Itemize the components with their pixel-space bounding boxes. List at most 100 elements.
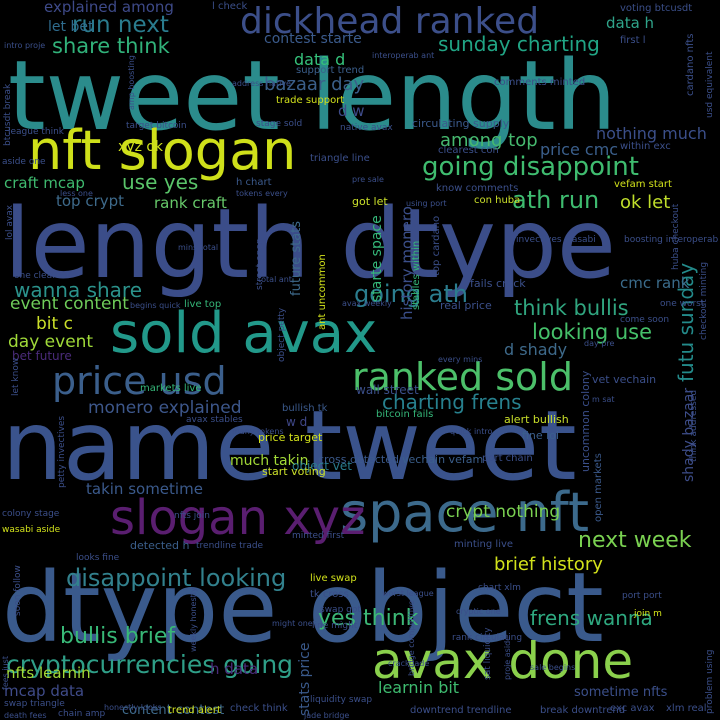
word: let know [11, 357, 21, 396]
word: tweet length [8, 40, 617, 152]
word: mcap data [4, 682, 85, 700]
word: ant uncommon [317, 254, 328, 330]
word: vechain vefam [402, 453, 484, 466]
word: quick intro [450, 427, 493, 436]
word: ath run [512, 186, 600, 214]
word: bridge competitive [407, 600, 416, 676]
word: takin sometime [86, 480, 203, 498]
word: xyz ok [118, 139, 164, 155]
word: rank circulating [452, 633, 523, 643]
word: event content [10, 294, 129, 314]
word: d w [338, 102, 365, 120]
word: stage sold [256, 119, 303, 129]
word: sat liquidity [483, 627, 493, 680]
word: using port [406, 199, 447, 208]
word: avax done [372, 632, 634, 690]
word: bitcoin fails [376, 409, 434, 420]
word: data h [606, 14, 655, 32]
word: trendline trade [196, 541, 264, 551]
word: proje aside [503, 635, 512, 680]
word: exc avax [610, 703, 655, 714]
word: ranked sold [352, 355, 573, 399]
word: day event [8, 332, 94, 352]
word: worst league [382, 589, 434, 598]
word: pre sale [352, 175, 384, 184]
word: less one [60, 189, 93, 198]
word: h data [210, 660, 259, 678]
word: nfts learnin [6, 664, 91, 682]
word: l check [212, 1, 248, 12]
word: port port [622, 591, 662, 601]
word: cryptocurrencies going [6, 650, 294, 679]
word: within exc [620, 141, 671, 152]
word: check think [230, 703, 288, 714]
word: uncommon colony [579, 370, 592, 472]
word: lol avax [5, 204, 15, 240]
word: think addressed [689, 389, 699, 462]
word: nft slogan [28, 119, 297, 182]
word: going ath [354, 280, 468, 308]
word: cardano nfts [685, 33, 696, 97]
word: stables within [411, 240, 422, 310]
word: start voting [262, 465, 326, 478]
word: wall street [356, 383, 419, 397]
word: jade bridge [304, 711, 350, 720]
word: explained among [44, 0, 174, 16]
word: problem using [705, 649, 715, 714]
word: use yes [122, 170, 199, 194]
word: one worst [660, 299, 705, 309]
word: bit c [36, 314, 73, 334]
word: cmc rank [620, 274, 690, 292]
word: sale begins [530, 663, 576, 672]
word: slogan xyz [110, 490, 366, 546]
word: interoperab ant [372, 51, 435, 60]
word: triangle line [310, 153, 370, 164]
word: bullis brief [60, 624, 176, 649]
word: circulating supply [412, 117, 510, 130]
word: target bitcoin [126, 121, 187, 131]
word: vet vechain [592, 373, 657, 386]
word: day pre [584, 339, 615, 348]
word: disappoint looking [66, 564, 287, 592]
word: league think [8, 127, 65, 137]
word: wasabi aside [2, 525, 61, 535]
word: voting btcusdt [620, 3, 693, 14]
word: let bet [48, 19, 94, 35]
word: open markets [593, 453, 604, 522]
word: every mins [438, 355, 483, 364]
word: price target [258, 431, 323, 444]
word: line might [312, 621, 358, 631]
word: know comments [436, 183, 519, 194]
word: crypt nothing [446, 502, 561, 522]
word: think bullis [514, 296, 629, 320]
word: object petty [277, 307, 287, 362]
word: next week [578, 528, 692, 553]
word: aside one [2, 157, 46, 167]
word: trend alert [168, 705, 221, 716]
word: live top [184, 299, 222, 310]
word: btcusdt break [3, 83, 13, 146]
word: got let [352, 195, 388, 208]
word: content contest [122, 703, 225, 718]
word: fine lol [522, 429, 560, 442]
word: many tokens [232, 427, 284, 436]
word: come soon [620, 315, 670, 325]
word: top crypt [56, 192, 125, 210]
word: run next [72, 12, 169, 38]
word: downtrend trendline [410, 705, 512, 716]
word: support trend [296, 65, 365, 76]
word: cryptic one [456, 607, 501, 616]
word: detected h [130, 539, 190, 552]
word: con huba [474, 195, 521, 206]
word: one clearest [14, 271, 70, 281]
word: port chain [482, 453, 533, 464]
word: price usd [52, 359, 227, 403]
word: brief history [494, 554, 603, 575]
word: intro proje [4, 41, 46, 50]
word: liquidity swap [310, 695, 373, 705]
word: alert bullish [504, 413, 569, 426]
word: rank craft [154, 194, 227, 212]
word: bet future [12, 349, 72, 363]
word: swap triangle [4, 699, 65, 709]
word: minted first [292, 531, 345, 541]
